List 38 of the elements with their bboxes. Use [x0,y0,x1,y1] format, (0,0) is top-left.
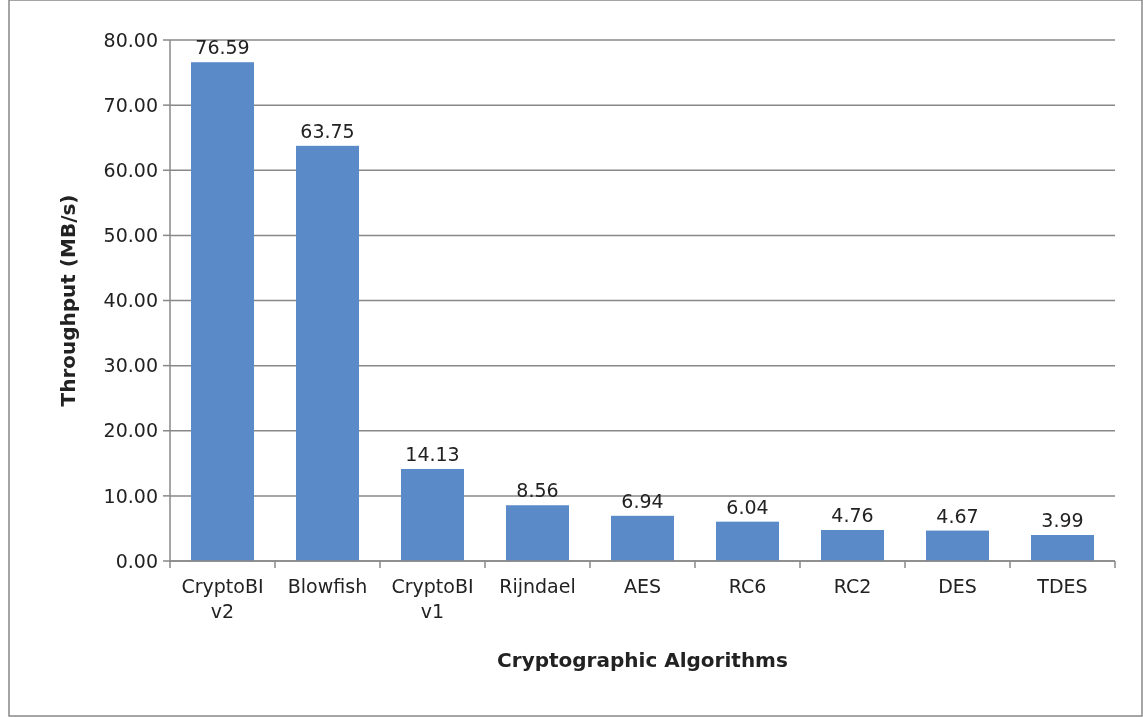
y-tick-label: 0.00 [115,549,158,572]
y-tick-label: 40.00 [103,289,158,312]
data-label: 3.99 [1041,509,1084,532]
y-tick-label: 50.00 [103,224,158,247]
data-label: 8.56 [516,479,559,502]
data-label: 6.04 [726,495,769,518]
bar [506,505,569,561]
y-tick-label: 70.00 [103,93,158,116]
bar [611,515,674,561]
x-tick-label: DES [938,575,977,597]
x-tick-label: AES [623,575,662,597]
x-tick-label: Rijndael [499,575,576,597]
data-label: 4.67 [936,504,979,527]
data-label: 63.75 [300,119,355,142]
x-tick-label: CryptoBI v1 [391,575,474,622]
x-tick-label: RC2 [833,575,872,597]
y-axis-title: Throughput (MB/s) [56,194,80,407]
bar [401,468,464,561]
y-tick-label: 80.00 [103,28,158,51]
x-tick-label: TDES [1036,575,1088,597]
x-tick-label: CryptoBI v2 [181,575,264,622]
data-label: 76.59 [195,36,250,59]
y-tick-label: 10.00 [103,484,158,507]
bar [1031,535,1094,561]
bar [296,145,359,561]
y-tick-label: 20.00 [103,419,158,442]
y-tick-label: 60.00 [103,158,158,181]
bar [716,521,779,561]
bar [191,62,254,561]
y-tick-label: 30.00 [103,354,158,377]
x-axis-title: Cryptographic Algorithms [497,648,788,672]
data-label: 14.13 [405,442,460,465]
x-tick-label: RC6 [728,575,767,597]
x-tick-label: Blowfish [287,575,368,597]
data-label: 6.94 [621,489,664,512]
data-label: 4.76 [831,504,874,526]
bar [821,530,884,561]
bar [926,530,989,561]
